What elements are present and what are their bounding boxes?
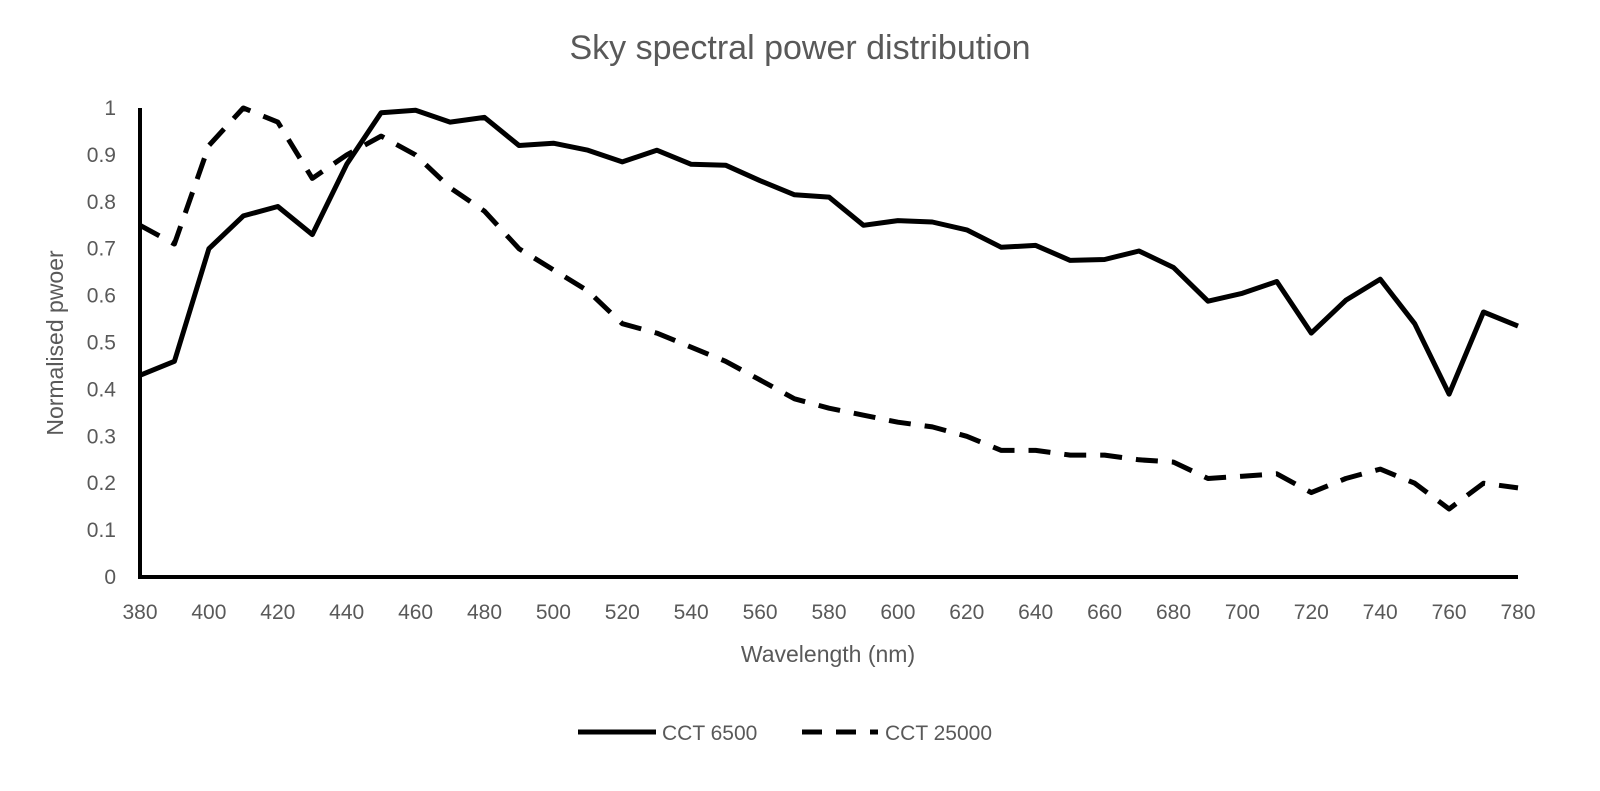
x-tick-label: 760 xyxy=(1432,601,1467,624)
x-tick-label: 400 xyxy=(191,601,226,624)
y-tick-label: 0.9 xyxy=(87,144,116,167)
x-tick-label: 660 xyxy=(1087,601,1122,624)
chart-title: Sky spectral power distribution xyxy=(569,29,1030,67)
y-tick-label: 0.4 xyxy=(87,378,117,401)
x-tick-label: 620 xyxy=(949,601,984,624)
x-tick-label: 440 xyxy=(329,601,364,624)
x-tick-label: 520 xyxy=(605,601,640,624)
x-tick-label: 460 xyxy=(398,601,433,624)
series-layer xyxy=(138,105,1519,512)
y-tick-label: 0.1 xyxy=(87,519,116,542)
x-tick-label: 540 xyxy=(674,601,709,624)
y-tick-label: 1 xyxy=(104,97,116,120)
y-tick-label: 0.5 xyxy=(87,332,116,355)
legend-label-cct-25000: CCT 25000 xyxy=(885,722,992,745)
y-axis-ticks: 0 0.1 0.2 0.3 0.4 0.5 0.6 0.7 0.8 0.9 1 xyxy=(87,97,117,589)
series-line-cct-25000 xyxy=(138,105,1519,512)
legend-label-cct-6500: CCT 6500 xyxy=(662,722,757,745)
x-tick-label: 560 xyxy=(743,601,778,624)
y-tick-label: 0.2 xyxy=(87,472,116,495)
x-tick-label: 380 xyxy=(122,601,157,624)
y-tick-label: 0.6 xyxy=(87,285,116,308)
y-tick-label: 0 xyxy=(104,566,116,589)
x-tick-label: 780 xyxy=(1500,601,1535,624)
x-tick-label: 640 xyxy=(1018,601,1053,624)
x-axis-title: Wavelength (nm) xyxy=(741,641,915,667)
x-axis-ticks: 380 400 420 440 460 480 500 520 540 560 580 600 620 6… xyxy=(122,601,1535,624)
x-tick-label: 700 xyxy=(1225,601,1260,624)
x-tick-label: 600 xyxy=(880,601,915,624)
x-tick-label: 480 xyxy=(467,601,502,624)
legend: CCT 6500 CCT 25000 xyxy=(578,722,992,745)
y-axis-title: Normalised pwoer xyxy=(42,250,68,436)
x-tick-label: 720 xyxy=(1294,601,1329,624)
x-tick-label: 500 xyxy=(536,601,571,624)
y-tick-label: 0.8 xyxy=(87,191,116,214)
x-tick-label: 420 xyxy=(260,601,295,624)
y-tick-label: 0.7 xyxy=(87,238,116,261)
y-tick-label: 0.3 xyxy=(87,425,116,448)
x-tick-label: 740 xyxy=(1363,601,1398,624)
x-tick-label: 680 xyxy=(1156,601,1191,624)
series-line-cct-6500 xyxy=(139,107,1519,397)
x-tick-label: 580 xyxy=(811,601,846,624)
